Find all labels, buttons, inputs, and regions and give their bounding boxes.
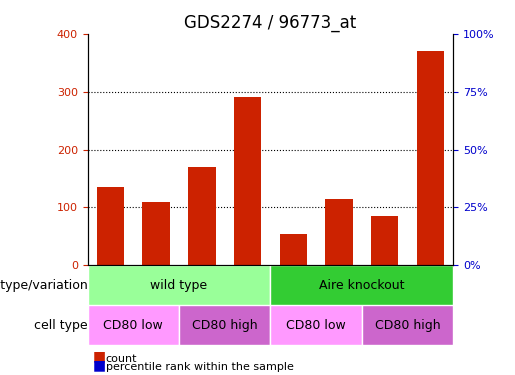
- Text: wild type: wild type: [150, 279, 208, 292]
- Text: CD80 low: CD80 low: [286, 319, 346, 332]
- Text: genotype/variation: genotype/variation: [0, 279, 88, 292]
- Bar: [325, 199, 353, 266]
- Title: GDS2274 / 96773_at: GDS2274 / 96773_at: [184, 15, 356, 33]
- Bar: [371, 216, 399, 266]
- Bar: [234, 98, 261, 266]
- Bar: [188, 167, 215, 266]
- FancyBboxPatch shape: [88, 305, 179, 345]
- Text: Aire knockout: Aire knockout: [319, 279, 405, 292]
- Text: cell type: cell type: [34, 319, 88, 332]
- FancyBboxPatch shape: [270, 266, 453, 305]
- FancyBboxPatch shape: [270, 305, 362, 345]
- Text: CD80 low: CD80 low: [104, 319, 163, 332]
- Bar: [142, 202, 170, 266]
- FancyBboxPatch shape: [362, 305, 453, 345]
- Text: percentile rank within the sample: percentile rank within the sample: [106, 362, 294, 372]
- Bar: [280, 234, 307, 266]
- Text: ■: ■: [93, 350, 106, 364]
- Bar: [97, 187, 124, 266]
- Bar: [417, 51, 444, 266]
- FancyBboxPatch shape: [88, 266, 270, 305]
- Text: CD80 high: CD80 high: [192, 319, 258, 332]
- Text: count: count: [106, 354, 137, 364]
- Text: CD80 high: CD80 high: [375, 319, 440, 332]
- FancyBboxPatch shape: [179, 305, 270, 345]
- Text: ■: ■: [93, 358, 106, 372]
